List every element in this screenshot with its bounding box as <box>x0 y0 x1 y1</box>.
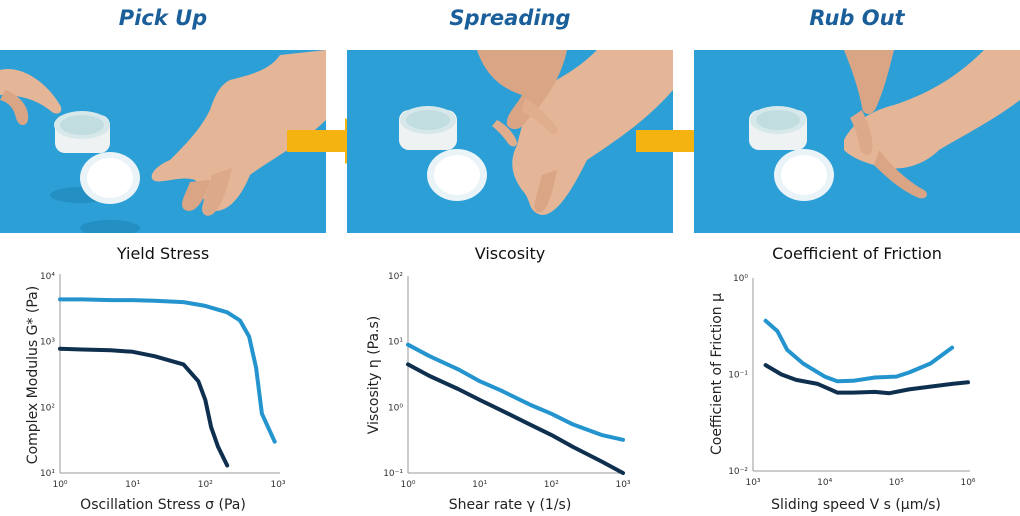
x-tick-label: 10³ <box>270 480 285 490</box>
step-title-pick-up: Pick Up <box>118 6 208 30</box>
series-line-light <box>58 297 277 444</box>
x-tick-label: 10⁵ <box>889 478 904 488</box>
x-tick-label: 10⁶ <box>960 478 975 488</box>
y-tick-label: 10⁻¹ <box>383 469 403 479</box>
series-line-dark <box>763 363 970 396</box>
series-line-dark <box>58 346 230 468</box>
y-tick-label: 10⁻² <box>728 467 748 477</box>
photo-spreading <box>347 50 673 233</box>
x-axis-label: Oscillation Stress σ (Pa) <box>80 497 246 513</box>
y-tick-label: 10⁻¹ <box>728 371 748 381</box>
x-tick-label: 10³ <box>745 478 760 488</box>
y-tick-label: 10¹ <box>40 469 55 479</box>
step-title-rub-out: Rub Out <box>809 6 905 30</box>
y-axis-label: Coefficient of Friction μ <box>709 293 725 455</box>
chart-title-yield-stress: Yield Stress <box>116 244 210 263</box>
step-title-spreading: Spreading <box>449 6 571 30</box>
y-tick-label: 10¹ <box>388 338 403 348</box>
x-tick-label: 10¹ <box>472 480 487 490</box>
photo-pick-up <box>0 50 326 233</box>
x-tick-label: 10¹ <box>125 480 140 490</box>
x-tick-label: 10² <box>544 480 559 490</box>
series-line-light <box>406 342 625 442</box>
axes <box>407 276 625 474</box>
y-axis-label: Viscosity η (Pa.s) <box>366 316 382 435</box>
x-tick-label: 10⁰ <box>52 480 67 490</box>
series-line-dark <box>406 362 625 475</box>
y-tick-label: 10² <box>40 403 55 413</box>
y-tick-label: 10⁰ <box>388 403 403 413</box>
y-axis-label: Complex Modulus G* (Pa) <box>25 286 41 464</box>
series-line-light <box>763 318 955 384</box>
photo-rub-out <box>694 50 1020 233</box>
axes <box>59 274 280 474</box>
y-tick-label: 10³ <box>40 338 55 348</box>
y-tick-label: 10⁴ <box>40 272 55 282</box>
x-axis-label: Sliding speed V s (μm/s) <box>771 497 941 513</box>
x-tick-label: 10⁰ <box>400 480 415 490</box>
y-tick-label: 10² <box>388 272 403 282</box>
chart-title-viscosity: Viscosity <box>474 244 546 263</box>
x-tick-label: 10² <box>198 480 213 490</box>
x-tick-label: 10³ <box>615 480 630 490</box>
y-tick-label: 10⁰ <box>733 274 748 284</box>
x-axis-label: Shear rate γ (1/s) <box>449 497 572 513</box>
chart-title-friction: Coefficient of Friction <box>772 244 942 263</box>
axes <box>752 278 970 472</box>
chart-friction: 10³ 10⁴ 10⁵ 10⁶ 10⁻² 10⁻¹ 10⁰ Sliding speed V… <box>709 274 976 513</box>
x-tick-label: 10⁴ <box>817 478 832 488</box>
